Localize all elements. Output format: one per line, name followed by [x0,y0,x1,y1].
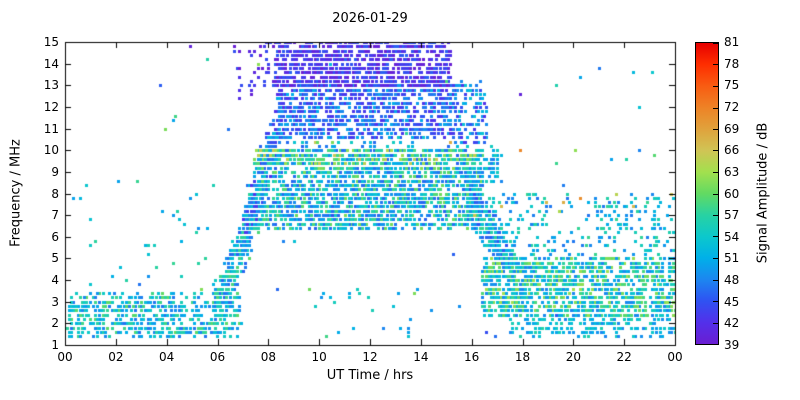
colorbar-tick-mark [713,194,718,195]
x-tick-label: 08 [260,350,276,364]
colorbar-tick-label: 42 [724,316,740,331]
x-tick-label: 22 [616,350,632,364]
colorbar-tick-label: 60 [724,186,740,201]
colorbar-tick-label: 48 [724,273,740,288]
x-tick-label: 14 [413,350,429,364]
colorbar-tick-label: 75 [724,78,740,93]
colorbar-tick-mark [713,43,718,44]
colorbar-tick-mark [713,86,718,87]
colorbar-tick-mark [713,129,718,130]
y-tick-label: 1 [51,338,59,352]
colorbar-tick-label: 81 [724,35,740,49]
colorbar-tick-mark [713,236,718,237]
x-tick-label: 00 [667,350,683,364]
x-axis-label: UT Time / hrs [326,368,414,383]
colorbar-tick-label: 45 [724,294,740,309]
x-tick-label: 10 [311,350,327,364]
colorbar-tick-mark [713,150,718,151]
y-tick-label: 2 [51,316,59,331]
colorbar-tick-mark [713,172,718,173]
colorbar-tick-mark [713,280,718,281]
y-tick-label: 11 [43,121,59,136]
y-tick-label: 15 [43,35,59,49]
colorbar-tick-mark [713,344,718,345]
colorbar-gradient [695,42,719,345]
x-tick-label: 20 [565,350,581,364]
colorbar-tick-mark [713,301,718,302]
colorbar-tick-label: 63 [724,164,740,179]
y-tick-label: 5 [51,251,59,266]
y-tick-label: 3 [51,294,59,309]
colorbar-tick-mark [713,108,718,109]
colorbar-tick-label: 51 [724,251,740,266]
colorbar-tick-mark [713,323,718,324]
colorbar-tick-label: 69 [724,121,740,136]
y-tick-label: 7 [51,208,59,223]
x-tick-label: 00 [57,350,73,364]
x-tick-label: 18 [514,350,531,364]
colorbar-tick-mark [713,215,718,216]
x-tick-label: 12 [362,350,378,364]
colorbar-tick-mark [713,258,718,259]
colorbar-tick-label: 66 [724,143,740,158]
y-tick-label: 10 [43,143,59,158]
colorbar-tick-label: 39 [724,338,740,352]
y-tick-label: 4 [51,273,59,288]
x-tick-label: 16 [464,350,480,364]
y-tick-label: 6 [51,229,59,244]
colorbar-tick-label: 72 [724,99,740,114]
y-tick-label: 12 [43,99,59,114]
x-tick-label: 04 [159,350,175,364]
y-tick-label: 14 [43,56,59,71]
chart-title: 2026-01-29 [332,11,408,26]
colorbar-tick-label: 57 [724,208,740,223]
colorbar-tick-label: 54 [724,229,740,244]
colorbar-axis-label: Signal Amplitude / dB [755,122,771,264]
x-tick-label: 06 [209,350,226,364]
colorbar-tick-mark [713,64,718,65]
colorbar-tick-label: 78 [724,56,740,71]
y-tick-label: 9 [51,164,59,179]
y-tick-label: 8 [51,186,59,201]
x-tick-label: 02 [108,350,124,364]
y-axis-label: Frequency / MHz [8,139,24,247]
y-tick-label: 13 [43,78,59,93]
